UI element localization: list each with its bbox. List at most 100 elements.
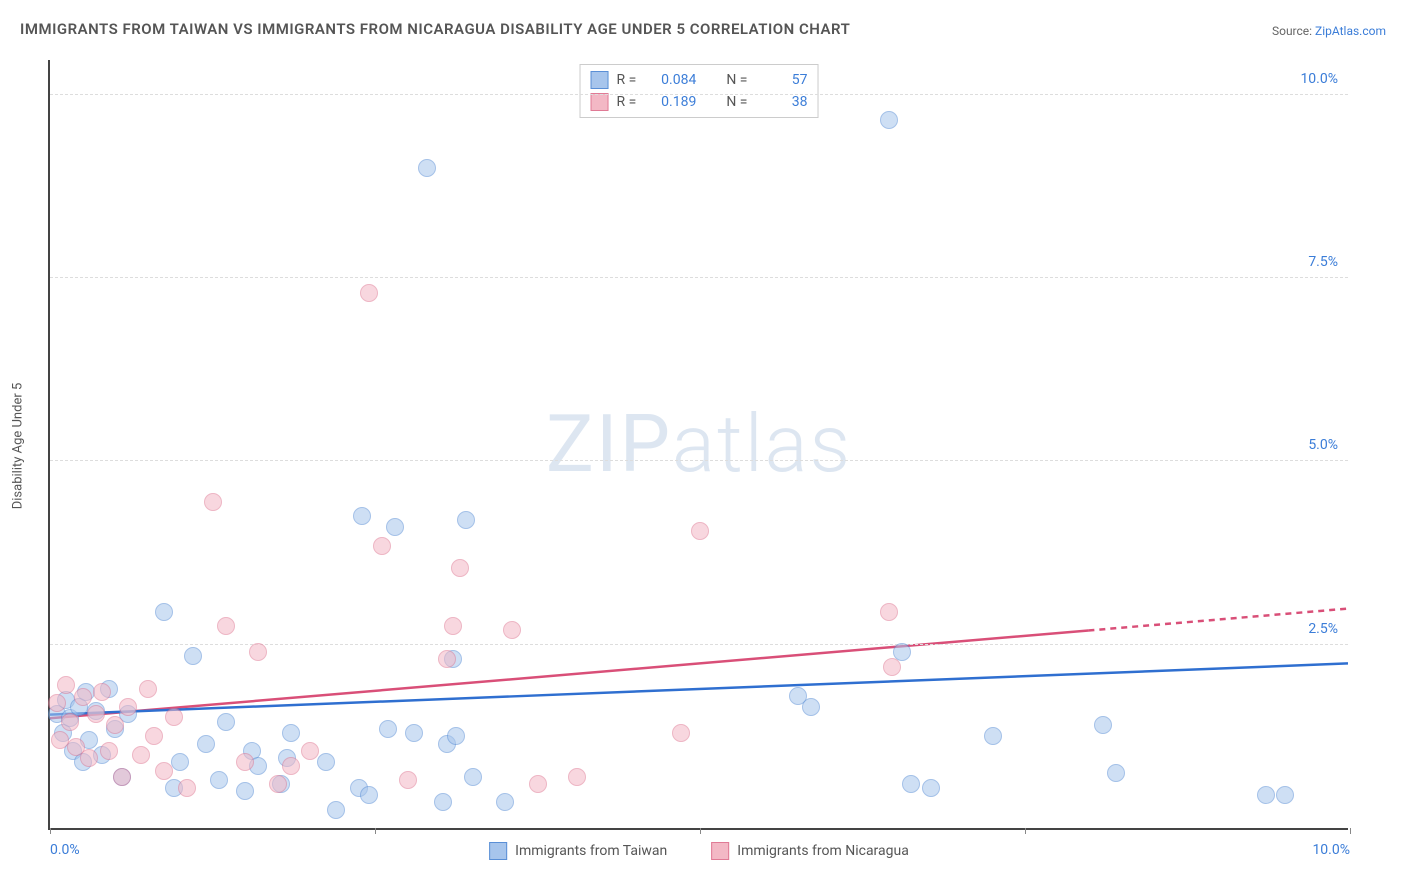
data-point-nicaragua	[672, 724, 690, 742]
data-point-nicaragua	[155, 762, 173, 780]
data-point-taiwan	[902, 775, 920, 793]
data-point-taiwan	[457, 511, 475, 529]
data-point-taiwan	[1257, 786, 1275, 804]
gridline	[50, 460, 1348, 461]
legend-series: Immigrants from Taiwan Immigrants from Ni…	[489, 842, 909, 860]
x-tick	[375, 828, 376, 834]
data-point-taiwan	[984, 727, 1002, 745]
x-tick-label: 10.0%	[1312, 842, 1350, 858]
data-point-taiwan	[282, 724, 300, 742]
legend-stat-row-taiwan: R =0.084N =57	[591, 69, 808, 91]
legend-series-taiwan: Immigrants from Taiwan	[489, 842, 667, 860]
data-point-nicaragua	[301, 742, 319, 760]
source-link[interactable]: ZipAtlas.com	[1315, 24, 1386, 38]
data-point-nicaragua	[93, 683, 111, 701]
data-point-nicaragua	[568, 768, 586, 786]
data-point-taiwan	[171, 753, 189, 771]
data-point-taiwan	[197, 735, 215, 753]
legend-N-label: N =	[726, 94, 747, 110]
data-point-nicaragua	[438, 650, 456, 668]
data-point-taiwan	[880, 111, 898, 129]
source-attribution: Source: ZipAtlas.com	[1272, 24, 1386, 38]
data-point-taiwan	[379, 720, 397, 738]
gridline	[50, 277, 1348, 278]
data-point-taiwan	[464, 768, 482, 786]
legend-N-value: 38	[755, 94, 807, 110]
y-tick-label: 10.0%	[1300, 71, 1338, 87]
data-point-taiwan	[217, 713, 235, 731]
data-point-nicaragua	[883, 658, 901, 676]
data-point-nicaragua	[880, 603, 898, 621]
legend-swatch	[591, 71, 609, 89]
data-point-nicaragua	[503, 621, 521, 639]
data-point-taiwan	[155, 603, 173, 621]
watermark-bold: ZIP	[546, 397, 672, 491]
data-point-nicaragua	[87, 705, 105, 723]
data-point-taiwan	[922, 779, 940, 797]
data-point-nicaragua	[217, 617, 235, 635]
y-tick-label: 2.5%	[1308, 621, 1338, 637]
data-point-nicaragua	[113, 768, 131, 786]
data-point-nicaragua	[57, 676, 75, 694]
watermark-thin: atlas	[672, 397, 852, 491]
legend-series-nicaragua: Immigrants from Nicaragua	[711, 842, 909, 860]
data-point-taiwan	[1094, 716, 1112, 734]
data-point-nicaragua	[399, 771, 417, 789]
legend-R-label: R =	[617, 72, 637, 88]
data-point-nicaragua	[236, 753, 254, 771]
legend-R-label: R =	[617, 94, 637, 110]
data-point-nicaragua	[529, 775, 547, 793]
legend-swatch	[591, 93, 609, 111]
source-prefix: Source:	[1272, 24, 1315, 38]
data-point-nicaragua	[360, 284, 378, 302]
data-point-nicaragua	[178, 779, 196, 797]
data-point-nicaragua	[204, 493, 222, 511]
data-point-taiwan	[418, 159, 436, 177]
data-point-nicaragua	[74, 688, 92, 706]
data-point-taiwan	[1276, 786, 1294, 804]
x-tick	[50, 828, 51, 834]
data-point-nicaragua	[444, 617, 462, 635]
data-point-taiwan	[184, 647, 202, 665]
legend-swatch	[489, 842, 507, 860]
data-point-nicaragua	[249, 643, 267, 661]
legend-R-value: 0.189	[644, 94, 696, 110]
legend-swatch	[711, 842, 729, 860]
gridline	[50, 644, 1348, 645]
data-point-nicaragua	[145, 727, 163, 745]
chart-title: IMMIGRANTS FROM TAIWAN VS IMMIGRANTS FRO…	[20, 20, 850, 38]
data-point-nicaragua	[269, 775, 287, 793]
data-point-taiwan	[236, 782, 254, 800]
data-point-taiwan	[447, 727, 465, 745]
data-point-taiwan	[405, 724, 423, 742]
data-point-nicaragua	[80, 749, 98, 767]
data-point-nicaragua	[106, 716, 124, 734]
data-point-taiwan	[360, 786, 378, 804]
data-point-taiwan	[802, 698, 820, 716]
data-point-taiwan	[496, 793, 514, 811]
y-axis-label: Disability Age Under 5	[11, 383, 26, 510]
legend-N-label: N =	[726, 72, 747, 88]
watermark: ZIPatlas	[546, 397, 852, 491]
data-point-nicaragua	[373, 537, 391, 555]
x-tick	[1350, 828, 1351, 834]
data-point-taiwan	[317, 753, 335, 771]
data-point-nicaragua	[691, 522, 709, 540]
data-point-nicaragua	[451, 559, 469, 577]
data-point-nicaragua	[48, 694, 66, 712]
data-point-taiwan	[434, 793, 452, 811]
data-point-nicaragua	[139, 680, 157, 698]
gridline	[50, 94, 1348, 95]
y-tick-label: 5.0%	[1308, 437, 1338, 453]
legend-correlation-box: R =0.084N =57R =0.189N =38	[580, 64, 819, 118]
data-point-nicaragua	[61, 713, 79, 731]
data-point-nicaragua	[100, 742, 118, 760]
data-point-taiwan	[1107, 764, 1125, 782]
data-point-taiwan	[210, 771, 228, 789]
legend-series-label: Immigrants from Nicaragua	[737, 843, 909, 859]
y-tick-label: 7.5%	[1308, 254, 1338, 270]
x-tick-label: 0.0%	[50, 842, 80, 858]
x-tick	[1025, 828, 1026, 834]
x-tick	[700, 828, 701, 834]
data-point-nicaragua	[132, 746, 150, 764]
